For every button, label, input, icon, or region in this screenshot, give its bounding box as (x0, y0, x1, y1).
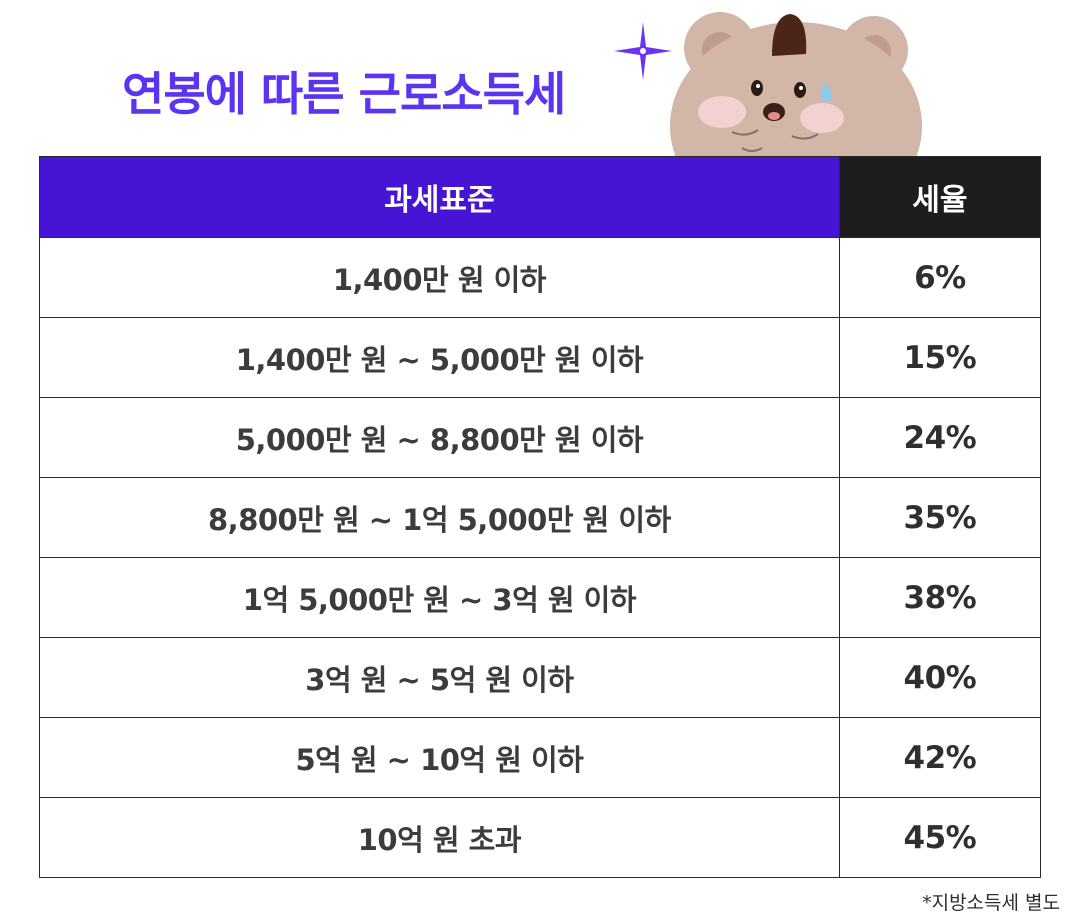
header-tax-rate: 세율 (838, 156, 1042, 238)
tax-base-cell: 1,400만 원 ~ 5,000만 원 이하 (39, 317, 840, 398)
table-row: 1,400만 원 ~ 5,000만 원 이하 15% (39, 317, 1042, 398)
tax-rate-cell: 40% (838, 637, 1042, 718)
tax-rate-table: 과세표준 세율 1,400만 원 이하 6% 1,400만 원 ~ 5,000만… (39, 156, 1042, 878)
tax-base-cell: 1,400만 원 이하 (39, 237, 840, 318)
header-tax-base: 과세표준 (39, 156, 840, 238)
tax-rate-cell: 42% (838, 717, 1042, 798)
tax-base-cell: 8,800만 원 ~ 1억 5,000만 원 이하 (39, 477, 840, 558)
tax-base-cell: 3억 원 ~ 5억 원 이하 (39, 637, 840, 718)
tax-rate-cell: 35% (838, 477, 1042, 558)
tax-rate-cell: 38% (838, 557, 1042, 638)
tax-rate-cell: 45% (838, 797, 1042, 878)
table-row: 8,800만 원 ~ 1억 5,000만 원 이하 35% (39, 477, 1042, 558)
page-title: 연봉에 따른 근로소득세 (122, 67, 566, 121)
tax-base-cell: 5,000만 원 ~ 8,800만 원 이하 (39, 397, 840, 478)
footnote: *지방소득세 별도 (922, 892, 1060, 914)
sparkle-icon (614, 22, 672, 80)
table-row: 1억 5,000만 원 ~ 3억 원 이하 38% (39, 557, 1042, 638)
tax-rate-cell: 6% (838, 237, 1042, 318)
table-row: 5억 원 ~ 10억 원 이하 42% (39, 717, 1042, 798)
tax-base-cell: 5억 원 ~ 10억 원 이하 (39, 717, 840, 798)
table-row: 5,000만 원 ~ 8,800만 원 이하 24% (39, 397, 1042, 478)
tax-rate-cell: 15% (838, 317, 1042, 398)
tax-base-cell: 1억 5,000만 원 ~ 3억 원 이하 (39, 557, 840, 638)
tax-rate-cell: 24% (838, 397, 1042, 478)
tax-base-cell: 10억 원 초과 (39, 797, 840, 878)
table-row: 1,400만 원 이하 6% (39, 237, 1042, 318)
bear-illustration (670, 12, 922, 160)
table-row: 3억 원 ~ 5억 원 이하 40% (39, 637, 1042, 718)
table-header-row: 과세표준 세율 (39, 156, 1042, 238)
table-row: 10억 원 초과 45% (39, 797, 1042, 878)
